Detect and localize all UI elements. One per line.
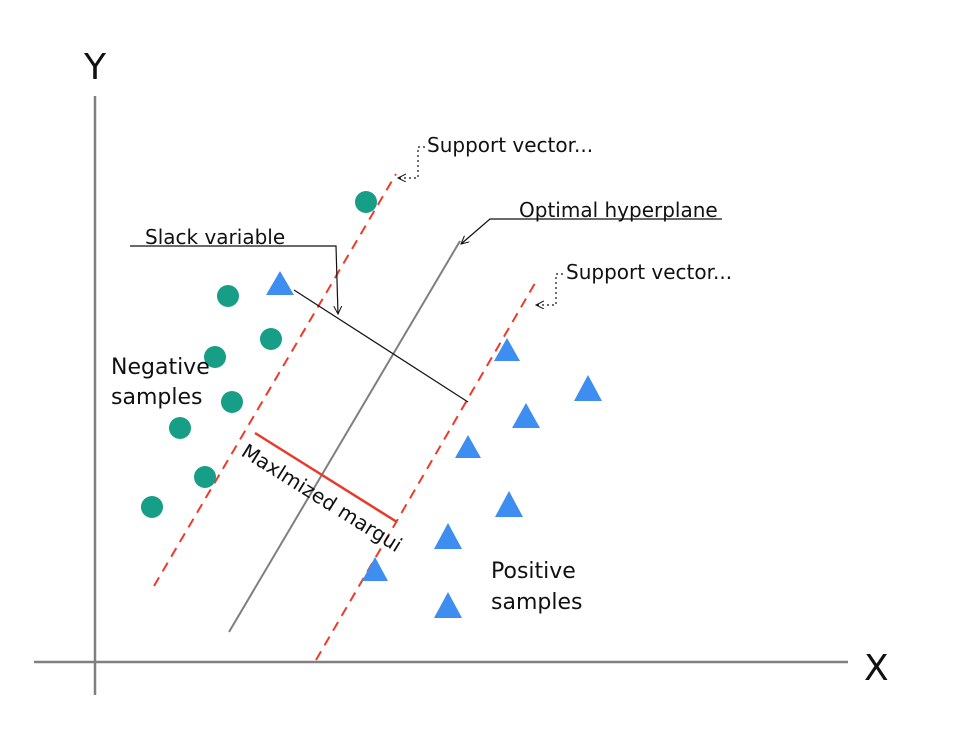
negative-samples-label-line1: Negative [111, 355, 210, 380]
positive-samples-label-line2: samples [491, 590, 582, 615]
positive-samples [266, 271, 602, 618]
negative-sample [221, 391, 243, 413]
slack-variable-distance-line [293, 289, 469, 403]
positive-sample [495, 491, 523, 517]
support-vector-top-label: Support vector... [427, 133, 593, 157]
negative-sample [169, 417, 191, 439]
support-vector-top-leader [398, 146, 425, 178]
negative-samples-label-line2: samples [111, 385, 202, 410]
positive-samples-label-line1: Positive [491, 559, 576, 584]
positive-sample [574, 375, 602, 401]
optimal-hyperplane-line [228, 240, 461, 633]
maximized-margin-label: Maxlmized margui [237, 439, 406, 557]
positive-sample [494, 338, 520, 361]
y-axis-label: Y [83, 47, 107, 88]
negative-sample [355, 191, 377, 213]
slack-variable-label: Slack variable [145, 225, 285, 249]
negative-sample [204, 346, 226, 368]
positive-sample [434, 523, 462, 549]
positive-sample [512, 403, 540, 428]
optimal-hyperplane-label: Optimal hyperplane [519, 198, 718, 222]
x-axis-label: X [864, 648, 889, 689]
positive-sample [434, 592, 462, 618]
support-vector-bottom-label: Support vector... [566, 260, 732, 284]
positive-sample [362, 557, 388, 581]
support-line-upper [153, 173, 397, 587]
negative-sample [260, 328, 282, 350]
maximized-margin-line [254, 431, 398, 524]
slack-variable-leader [130, 245, 338, 314]
negative-samples [141, 191, 377, 518]
negative-sample [194, 466, 216, 488]
negative-sample [217, 285, 239, 307]
support-line-lower [315, 277, 539, 661]
negative-sample [141, 496, 163, 518]
optimal-hyperplane-leader [461, 218, 722, 244]
positive-sample [266, 271, 294, 295]
positive-sample [455, 435, 481, 458]
support-vector-bottom-leader [536, 273, 563, 305]
